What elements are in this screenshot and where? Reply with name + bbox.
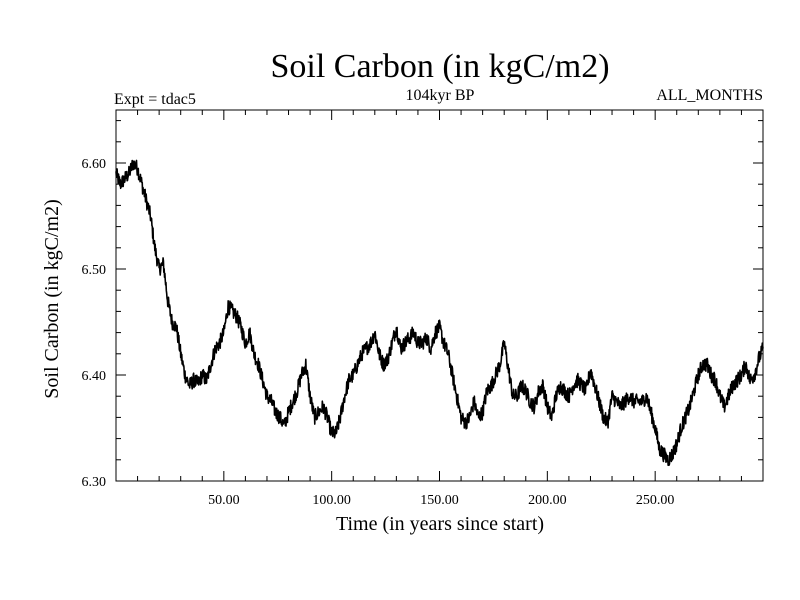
plot-frame — [115, 109, 764, 482]
x-tick-label: 50.00 — [208, 493, 240, 508]
months-label: ALL_MONTHS — [656, 87, 763, 104]
y-tick-label: 6.40 — [82, 369, 107, 384]
experiment-label: Expt = tdac5 — [114, 91, 196, 108]
y-axis-label: Soil Carbon (in kgC/m2) — [41, 199, 63, 398]
plot-area: 50.00 100.00 150.00 200.00 250.00 6.30 6.40 6.5… — [82, 109, 764, 508]
data-series-line — [115, 159, 764, 467]
x-tick-label: 100.00 — [312, 493, 351, 508]
x-axis-label: Time (in years since start) — [336, 513, 544, 535]
period-label: 104kyr BP — [406, 87, 475, 104]
chart-title: Soil Carbon (in kgC/m2) — [270, 48, 609, 85]
y-tick-label: 6.30 — [82, 475, 107, 490]
x-tick-label: 250.00 — [636, 493, 675, 508]
y-tick-label: 6.60 — [82, 157, 107, 172]
y-tick-label: 6.50 — [82, 263, 107, 278]
x-tick-label: 150.00 — [420, 493, 459, 508]
x-tick-label: 200.00 — [528, 493, 567, 508]
